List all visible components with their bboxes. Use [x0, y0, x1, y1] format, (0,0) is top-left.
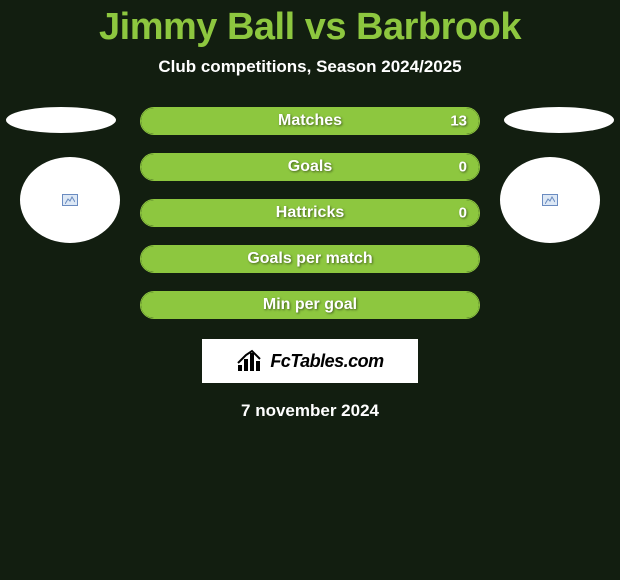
stat-bar-label: Goals per match [247, 250, 372, 268]
page-title: Jimmy Ball vs Barbrook [0, 0, 620, 49]
stat-bar-matches: Matches 13 [140, 107, 480, 135]
stat-bar-label: Hattricks [276, 204, 344, 222]
stat-bar-value: 0 [459, 159, 467, 176]
stat-bars: Matches 13 Goals 0 Hattricks 0 Goals per… [140, 107, 480, 319]
comparison-arena: Matches 13 Goals 0 Hattricks 0 Goals per… [0, 107, 620, 319]
fctables-logo-icon [236, 349, 266, 373]
stat-bar-hattricks: Hattricks 0 [140, 199, 480, 227]
stat-bar-label: Matches [278, 112, 342, 130]
stat-bar-value: 0 [459, 205, 467, 222]
stat-bar-value: 13 [450, 113, 467, 130]
player-right-ellipse [504, 107, 614, 133]
placeholder-image-icon [542, 194, 558, 206]
stat-bar-label: Goals [288, 158, 332, 176]
placeholder-image-icon [62, 194, 78, 206]
stat-bar-min-per-goal: Min per goal [140, 291, 480, 319]
stat-bar-goals: Goals 0 [140, 153, 480, 181]
player-right-avatar [500, 157, 600, 243]
stat-bar-goals-per-match: Goals per match [140, 245, 480, 273]
player-left-ellipse [6, 107, 116, 133]
stat-bar-label: Min per goal [263, 296, 357, 314]
brand-badge[interactable]: FcTables.com [202, 339, 418, 383]
brand-text: FcTables.com [270, 351, 383, 372]
date-text: 7 november 2024 [0, 401, 620, 421]
player-left-avatar [20, 157, 120, 243]
subtitle: Club competitions, Season 2024/2025 [0, 57, 620, 77]
